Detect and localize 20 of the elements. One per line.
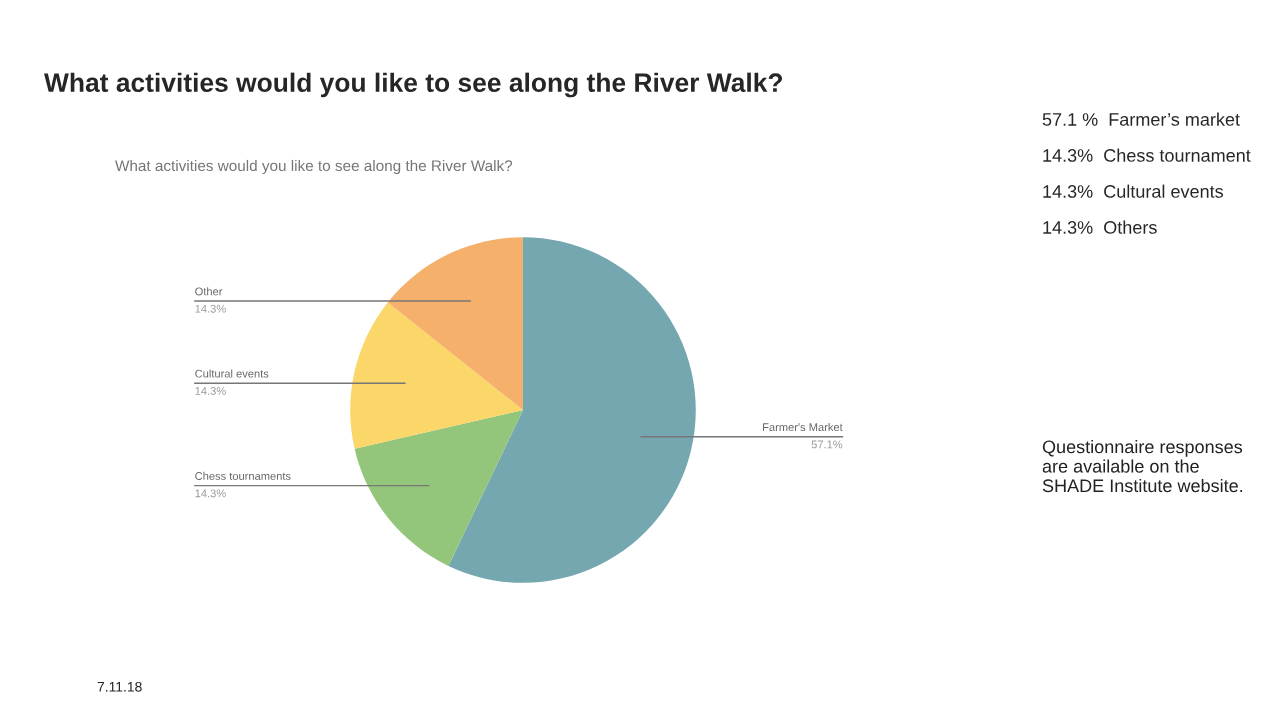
slice-label: Chess tournaments: [195, 471, 291, 480]
text: 14.3% Cultural events: [1043, 184, 1224, 198]
text: 57.1 % Farmer’s market: [1042, 112, 1240, 126]
chart-subtitle: What activities would you like to see along the River Walk?: [115, 159, 513, 175]
text: 14.3% Others: [1043, 220, 1157, 234]
pie-slice: [448, 237, 696, 583]
pie-slice: [387, 237, 523, 410]
data-label: 14.3%: [195, 489, 226, 498]
slice-label: Other: [195, 287, 223, 296]
text: 14.3% Chess tournament: [1043, 148, 1251, 162]
data-label: 14.3%: [195, 386, 226, 395]
data-label: 57.1%: [811, 440, 843, 449]
text: Questionnaire responses are available on the SHADE Institute website.: [1042, 440, 1243, 493]
slice-label: Cultural events: [195, 369, 269, 378]
chart-title: What activities would you like to see along the River Walk?: [44, 72, 782, 98]
text: 7.11.18: [97, 681, 142, 692]
slice-label: Farmer's Market: [763, 422, 843, 432]
pie-slice: [354, 410, 523, 566]
data-label: 14.3%: [195, 304, 226, 313]
pie-slice: [350, 302, 523, 449]
